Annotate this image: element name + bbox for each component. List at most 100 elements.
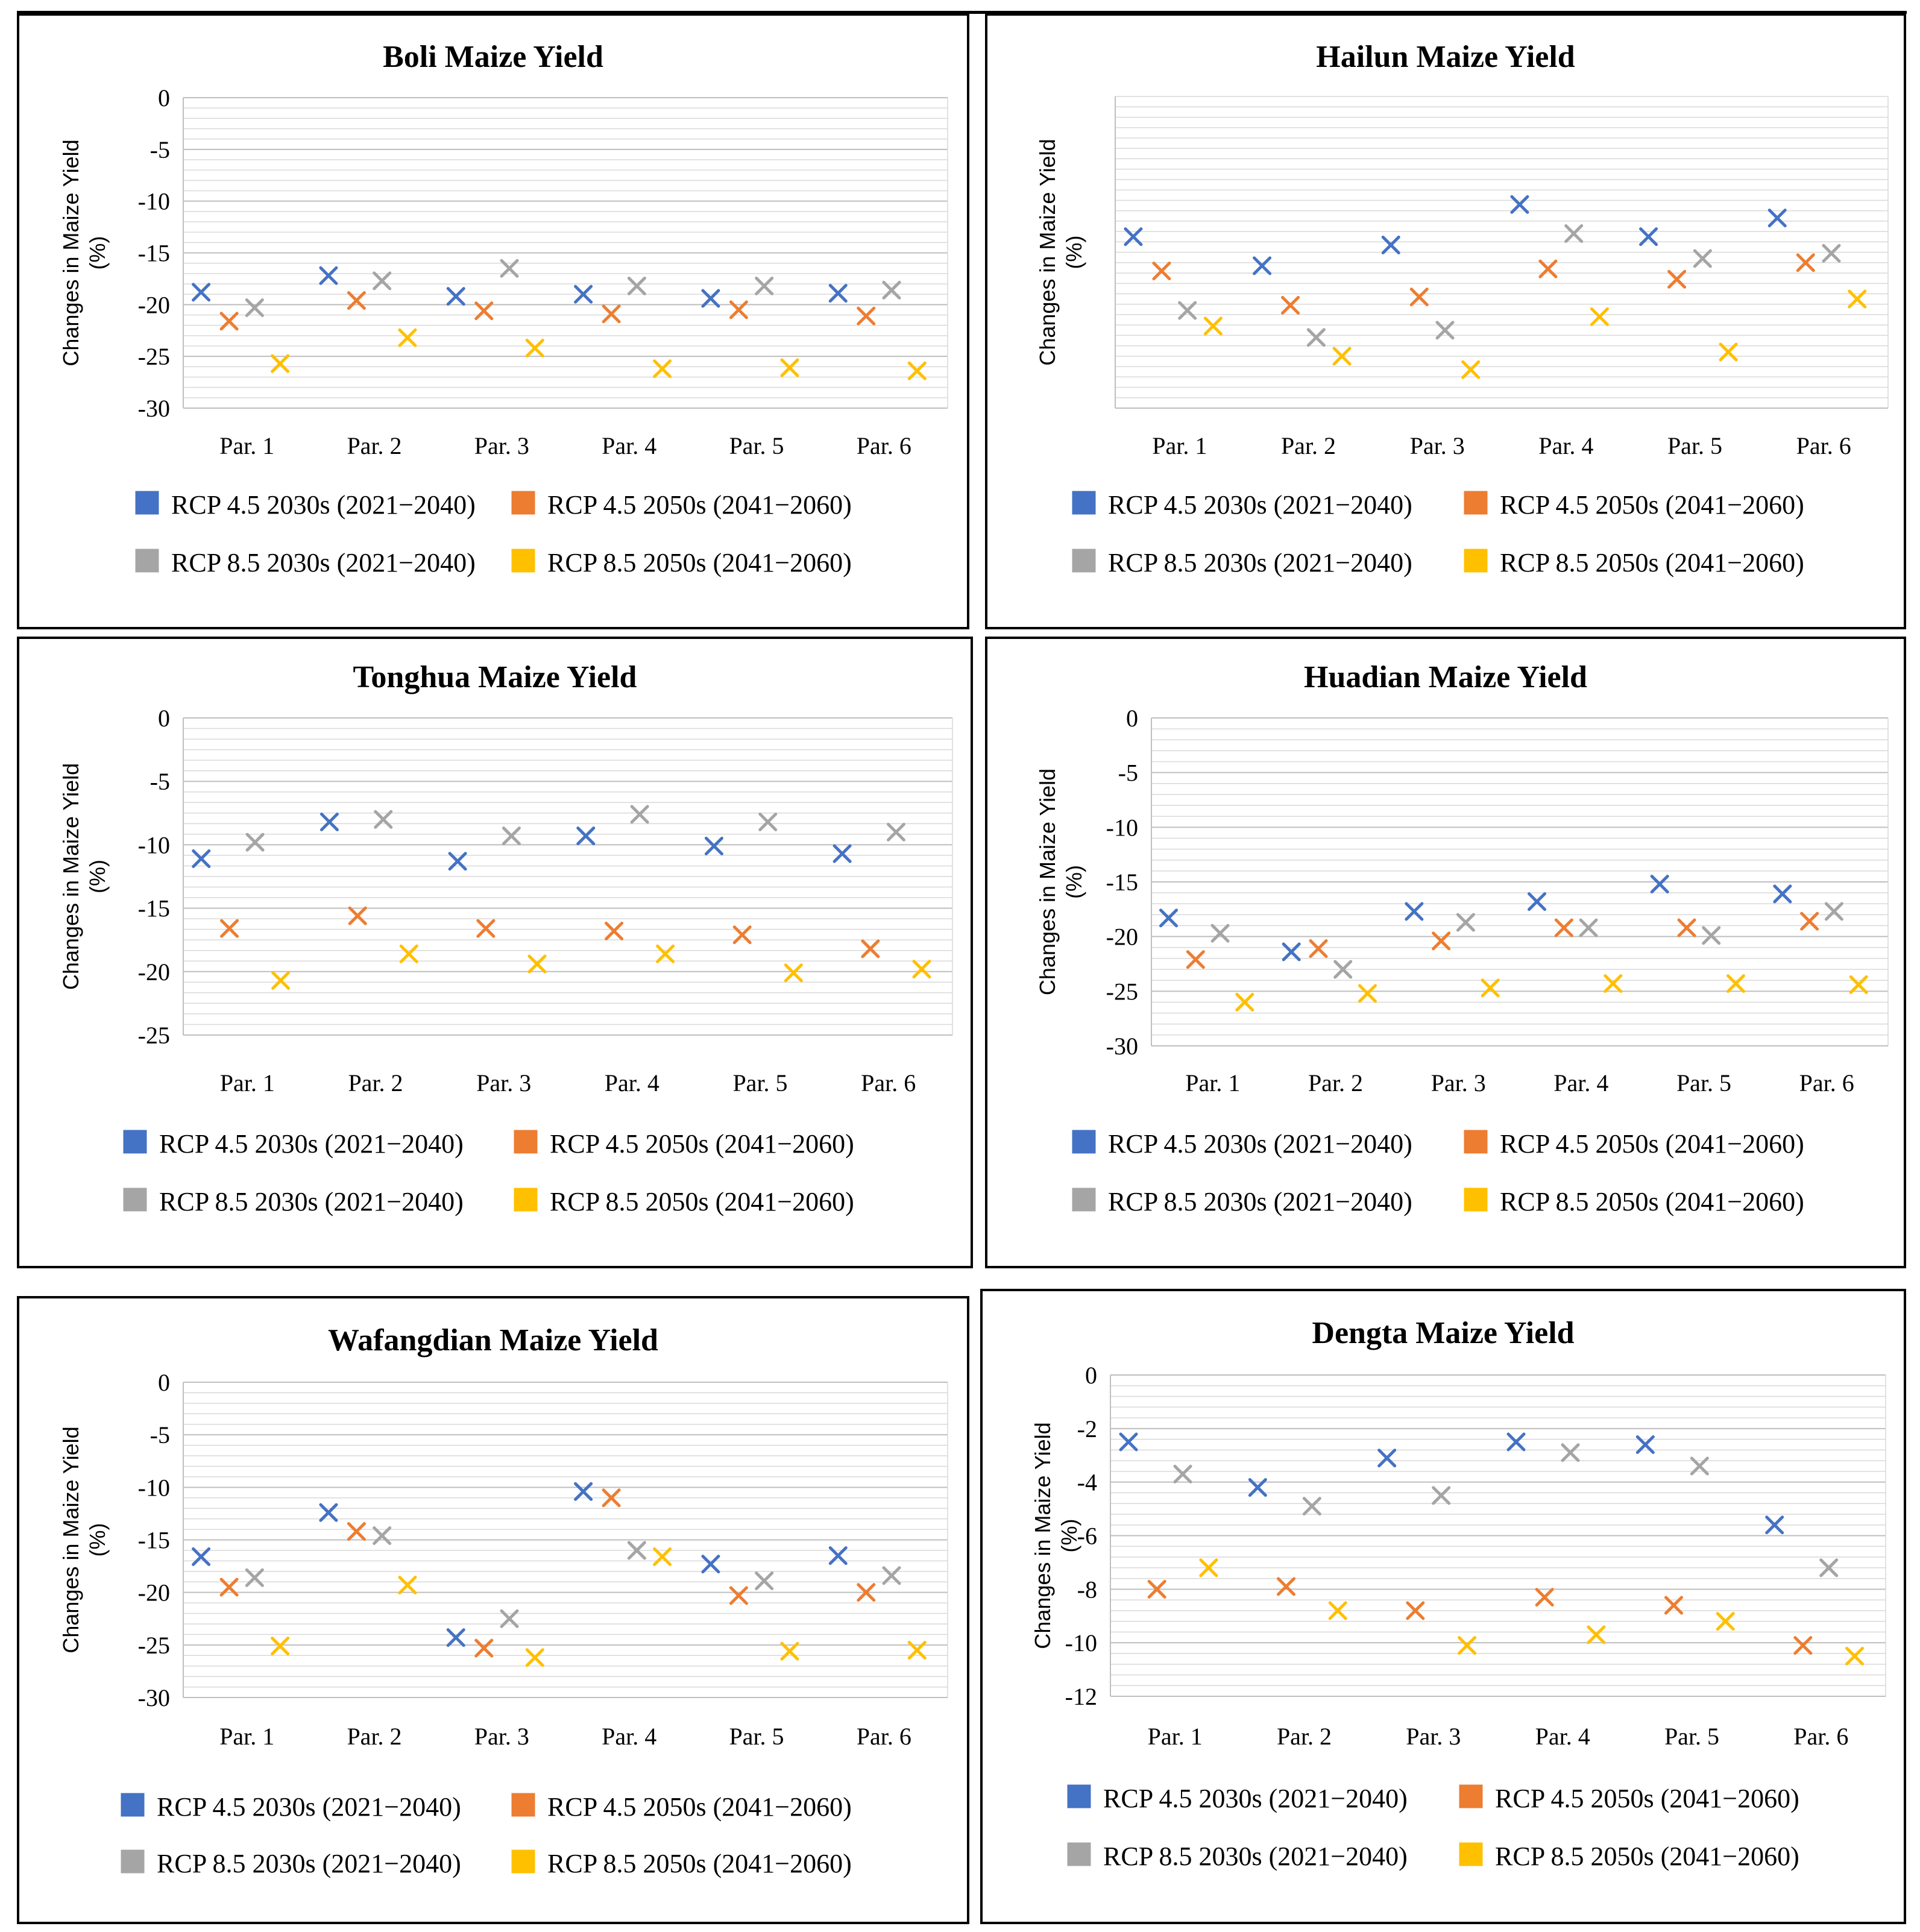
chart-tonghua: Tonghua Maize Yield 0 -5 -10 -15 -20 -25 Change…	[58, 660, 953, 1216]
data-point-rcp45_2030s	[192, 849, 211, 869]
data-point-rcp85_2030s	[245, 298, 264, 317]
legend-label-rcp85_2050s: RCP 8.5 2050s (2041−2060)	[1500, 548, 1804, 577]
data-point-rcp45_2050s	[729, 300, 748, 319]
data-point-rcp45_2030s	[192, 1547, 211, 1566]
data-point-rcp85_2050s	[1726, 974, 1745, 993]
top-rule	[17, 11, 1907, 14]
y-tick-label: -5	[150, 1421, 170, 1449]
chart-dengta: Dengta Maize Yield 0 -2 -4 -6 -8 -10 -12 Changes…	[1030, 1316, 1886, 1871]
y-tick-label: 0	[158, 84, 170, 112]
data-point-rcp85_2050s	[1461, 360, 1481, 379]
legend-label-rcp45_2050s: RCP 4.5 2050s (2041−2060)	[547, 490, 852, 520]
y-tick-label: -10	[138, 188, 170, 215]
data-point-rcp45_2050s	[602, 304, 621, 324]
x-tick-label: Par. 2	[1308, 1069, 1363, 1097]
data-point-rcp45_2030s	[319, 813, 339, 832]
data-point-rcp85_2030s	[758, 813, 778, 832]
data-point-rcp85_2030s	[1561, 1443, 1580, 1462]
x-tick-label: Par. 6	[1793, 1723, 1848, 1750]
data-point-rcp85_2030s	[1824, 902, 1843, 921]
data-point-rcp45_2050s	[1535, 1588, 1554, 1607]
y-tick-label: -10	[138, 831, 170, 858]
legend-swatch-rcp45_2050s	[511, 490, 536, 515]
data-point-rcp85_2030s	[1822, 244, 1841, 263]
data-point-rcp45_2030s	[576, 826, 596, 846]
y-tick-label: -20	[138, 958, 170, 986]
data-point-rcp85_2050s	[784, 963, 803, 983]
x-tick-label: Par. 5	[1676, 1069, 1731, 1097]
chart-panel-hailun: Hailun Maize Yield Changes in Maize Yield…	[985, 13, 1906, 629]
data-point-rcp45_2030s	[192, 283, 211, 302]
data-point-rcp45_2050s	[1796, 253, 1815, 272]
legend-swatch-rcp45_2050s	[1458, 1784, 1484, 1809]
data-point-rcp45_2050s	[861, 939, 880, 958]
data-point-rcp85_2030s	[373, 271, 392, 291]
x-tick-label: Par. 5	[1667, 432, 1722, 459]
x-tick-label: Par. 2	[347, 432, 401, 459]
x-tick-label: Par. 1	[1185, 1069, 1240, 1097]
x-tick-label: Par. 6	[857, 1723, 911, 1750]
y-tick-label: -2	[1077, 1415, 1097, 1443]
data-point-rcp85_2050s	[399, 944, 418, 963]
data-point-rcp45_2030s	[1282, 942, 1301, 961]
chart-title: Dengta Maize Yield	[1312, 1316, 1574, 1350]
data-point-rcp85_2030s	[1693, 249, 1712, 268]
y-tick-label: -25	[138, 343, 170, 370]
data-point-rcp45_2050s	[1406, 1601, 1425, 1620]
x-tick-label: Par. 1	[219, 432, 274, 459]
x-tick-label: Par. 5	[729, 1723, 784, 1750]
data-point-rcp85_2030s	[1210, 924, 1230, 943]
gridlines	[183, 717, 952, 1036]
legend: RCP 4.5 2030s (2021−2040) RCP 4.5 2050s (…	[120, 1792, 852, 1878]
chart-huadian: Huadian Maize Yield 0 -5 -10 -15 -20 -25 -30 Cha…	[1035, 660, 1889, 1216]
legend-label-rcp85_2030s: RCP 8.5 2030s (2021−2040)	[171, 548, 476, 577]
legend-swatch-rcp85_2030s	[134, 548, 160, 573]
x-tick-label: Par. 4	[605, 1069, 659, 1097]
data-point-rcp85_2050s	[525, 338, 544, 357]
y-tick-label: -6	[1077, 1523, 1097, 1550]
data-point-rcp45_2050s	[1667, 269, 1687, 289]
data-point-rcp45_2030s	[319, 1503, 338, 1522]
data-point-rcp45_2030s	[701, 289, 720, 308]
y-tick-label: -4	[1077, 1469, 1097, 1496]
data-point-rcp85_2030s	[1690, 1456, 1709, 1476]
x-tick-label: Par. 4	[1538, 432, 1593, 459]
data-point-rcp45_2050s	[602, 1488, 621, 1508]
y-tick-label: 0	[1085, 1362, 1097, 1389]
data-point-rcp85_2030s	[1173, 1464, 1192, 1484]
legend-label-rcp45_2030s: RCP 4.5 2030s (2021−2040)	[1108, 490, 1412, 520]
data-point-rcp45_2050s	[1538, 259, 1558, 278]
gridlines	[1115, 96, 1888, 409]
data-point-rcp85_2030s	[627, 276, 646, 295]
data-point-rcp45_2030s	[833, 844, 852, 863]
data-point-rcp85_2050s	[1587, 1625, 1606, 1644]
y-tick-label: -25	[138, 1632, 170, 1659]
data-point-rcp45_2050s	[605, 921, 624, 940]
legend-swatch-rcp45_2050s	[1463, 1129, 1488, 1154]
chart-boli: Boli Maize Yield 0 -5 -10 -15 -20 -25 -30 Change…	[58, 40, 948, 577]
gridlines	[183, 97, 948, 409]
x-tick-label: Par. 4	[1553, 1069, 1608, 1097]
y-axis-label: Changes in Maize Yield(%)	[1035, 139, 1086, 365]
data-point-rcp45_2050s	[1186, 950, 1205, 969]
x-tick-label: Par. 2	[347, 1723, 401, 1750]
data-points	[1119, 1432, 1865, 1666]
data-point-rcp45_2050s	[476, 919, 496, 938]
data-point-rcp45_2050s	[857, 306, 876, 326]
x-tick-label: Par. 3	[474, 432, 529, 459]
data-point-rcp45_2050s	[347, 1522, 366, 1541]
data-point-rcp85_2050s	[271, 354, 290, 373]
data-point-rcp45_2030s	[1510, 195, 1529, 214]
data-point-rcp85_2030s	[1333, 960, 1353, 979]
data-point-rcp85_2050s	[1458, 1636, 1477, 1655]
legend-swatch-rcp85_2050s	[1458, 1842, 1484, 1867]
data-point-rcp85_2050s	[1332, 347, 1352, 366]
data-point-rcp45_2030s	[1506, 1432, 1526, 1452]
data-point-rcp85_2030s	[374, 810, 393, 829]
x-tick-label: Par. 4	[602, 1723, 656, 1750]
x-tick-label: Par. 1	[219, 1723, 274, 1750]
legend-swatch-rcp45_2050s	[1463, 490, 1488, 515]
data-point-rcp45_2050s	[220, 919, 239, 938]
chart-panel-boli: Boli Maize Yield 0 -5 -10 -15 -20 -25 -30 Change…	[17, 13, 969, 629]
legend-swatch-rcp45_2030s	[1066, 1784, 1092, 1809]
